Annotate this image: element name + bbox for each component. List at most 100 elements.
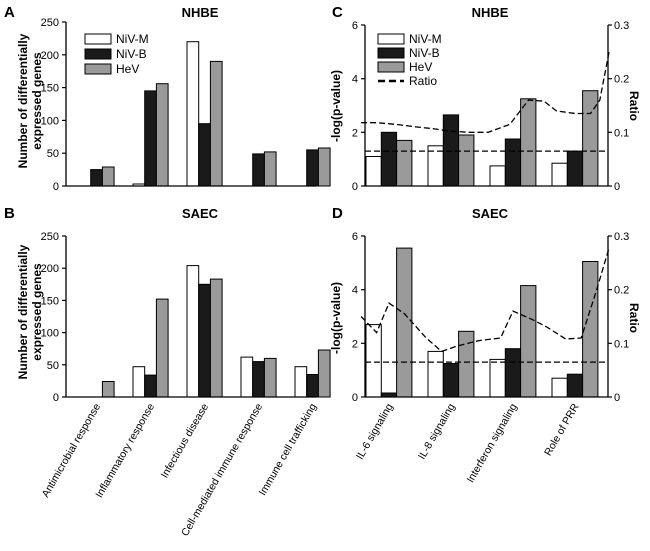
y2-tick-label-c-2: 0.2 xyxy=(614,74,629,86)
legend-swatch-a-niv-b xyxy=(84,48,112,60)
y-tick-label-c-3: 6 xyxy=(352,20,358,32)
bar-d-niv-m-1 xyxy=(427,350,444,398)
bar-b-niv-b-4 xyxy=(306,374,319,398)
y-tick-label-d-1: 2 xyxy=(352,338,358,350)
chart-panel-a: 0 50 100 150 200 250 xyxy=(41,17,331,193)
y-tick-label-a-3: 150 xyxy=(41,83,59,95)
bar-c-hev-2 xyxy=(520,98,537,187)
y-tick-label-a-2: 100 xyxy=(41,115,59,127)
bar-a-niv-b-0 xyxy=(90,169,103,187)
x-category-label-b-4: Immune cell trafficking xyxy=(257,401,320,497)
bar-a-niv-m-2 xyxy=(186,41,200,187)
bar-d-niv-m-2 xyxy=(489,358,506,398)
legend-label-a-niv-m: NiV-M xyxy=(116,32,149,46)
bar-c-niv-m-2 xyxy=(489,165,506,187)
x-category-label-b-2: Infectious disease xyxy=(159,401,211,480)
x-category-label-d-2: Interferon signaling xyxy=(465,401,520,484)
bar-c-niv-b-0 xyxy=(380,131,398,187)
y-tick-label-c-0: 0 xyxy=(352,181,358,193)
bar-c-hev-1 xyxy=(458,134,475,187)
bar-b-niv-b-3 xyxy=(252,361,265,398)
x-category-label-d-0: IL-6 signaling xyxy=(354,401,396,461)
y-tick-label-a-5: 250 xyxy=(41,17,59,29)
bar-a-niv-b-3 xyxy=(252,153,265,187)
bar-a-hev-4 xyxy=(317,147,331,187)
y2-tick-label-c-3: 0.3 xyxy=(614,20,629,32)
bar-b-niv-m-3 xyxy=(240,356,254,398)
y-axis-label-a-line1: Number of differentially xyxy=(16,33,30,168)
bar-c-niv-b-3 xyxy=(566,150,584,187)
y2-tick-label-d-0: 0 xyxy=(614,392,620,404)
bar-c-hev-3 xyxy=(582,90,599,187)
y-tick-label-a-1: 50 xyxy=(47,148,59,160)
bar-b-hev-2 xyxy=(209,278,223,398)
legend-label-c-ratio: Ratio xyxy=(409,74,437,88)
bar-b-hev-4 xyxy=(317,349,331,398)
y-tick-label-b-4: 200 xyxy=(41,263,59,275)
bar-a-hev-3 xyxy=(263,151,277,187)
y-axis-label-b-line1: Number of differentially xyxy=(16,244,30,379)
bar-c-niv-m-1 xyxy=(427,145,444,187)
panel-letter-c: C xyxy=(332,4,343,21)
legend-label-c-niv-m: NiV-M xyxy=(409,32,442,46)
legend-label-a-niv-b: NiV-B xyxy=(116,47,147,61)
y2-tick-label-c-0: 0 xyxy=(614,181,620,193)
ratio-line-c xyxy=(361,51,610,133)
bar-a-hev-1 xyxy=(155,83,169,187)
ratio-line-d xyxy=(360,247,610,353)
bar-d-niv-b-3 xyxy=(566,373,584,398)
bar-b-niv-m-1 xyxy=(132,366,146,398)
legend-label-c-hev: HeV xyxy=(409,60,432,74)
x-category-label-d-1: IL-8 signaling xyxy=(416,401,458,461)
legend-swatch-a-niv-m xyxy=(84,33,112,45)
bar-b-hev-1 xyxy=(155,298,169,398)
y-tick-label-d-3: 6 xyxy=(352,231,358,243)
y-tick-label-b-2: 100 xyxy=(41,328,59,340)
bar-d-niv-m-3 xyxy=(551,377,568,398)
y-tick-label-c-2: 4 xyxy=(352,74,358,86)
bar-c-niv-m-0 xyxy=(365,156,382,187)
legend-a: NiV-M NiV-B HeV xyxy=(84,32,149,76)
panel-letter-a: A xyxy=(4,4,15,21)
y-axis-label-c: -log(p-value) xyxy=(329,70,343,142)
bar-d-hev-0 xyxy=(396,247,413,398)
chart-panel-d: 0 2 4 6 0 0.1 0.2 0.3 IL-6 signaling IL-8 signali… xyxy=(352,231,629,485)
y2-axis-label-c: Ratio xyxy=(627,91,641,121)
bar-b-hev-0 xyxy=(101,381,115,398)
legend-swatch-c-hev xyxy=(377,61,405,73)
legend-label-a-hev: HeV xyxy=(116,62,139,76)
x-category-label-b-0: Antimicrobial response xyxy=(40,401,104,499)
y-axis-label-b-line2: expressed genes xyxy=(30,263,44,361)
y2-tick-label-d-1: 0.1 xyxy=(614,338,629,350)
bar-d-hev-1 xyxy=(458,330,475,398)
bar-d-niv-b-2 xyxy=(504,348,522,398)
panel-title-a: NHBE xyxy=(182,5,219,20)
y-tick-label-d-0: 0 xyxy=(352,392,358,404)
panel-title-c: NHBE xyxy=(472,5,509,20)
bar-d-niv-m-0 xyxy=(365,324,382,398)
y-tick-label-b-0: 0 xyxy=(53,392,59,404)
bar-b-niv-b-1 xyxy=(144,374,157,398)
y2-tick-label-d-2: 0.2 xyxy=(614,285,629,297)
bar-b-hev-3 xyxy=(263,357,277,398)
legend-swatch-c-niv-m xyxy=(377,33,405,45)
legend-swatch-c-niv-b xyxy=(377,47,405,59)
x-category-label-d-3: Role of PRR xyxy=(542,401,582,458)
y-tick-label-c-1: 2 xyxy=(352,127,358,139)
legend-swatch-a-hev xyxy=(84,63,112,75)
bar-a-hev-0 xyxy=(101,166,115,187)
bar-a-niv-b-4 xyxy=(306,149,319,187)
y-axis-label-d: -log(p-value) xyxy=(329,282,343,354)
legend-label-c-niv-b: NiV-B xyxy=(409,46,440,60)
y2-tick-label-d-3: 0.3 xyxy=(614,231,629,243)
y-tick-label-d-2: 4 xyxy=(352,285,358,297)
bar-c-niv-m-3 xyxy=(551,162,568,187)
y-tick-label-b-1: 50 xyxy=(47,360,59,372)
y2-axis-label-d: Ratio xyxy=(627,303,641,333)
y-axis-label-a-line2: expressed genes xyxy=(30,52,44,150)
bar-d-niv-b-1 xyxy=(442,363,460,398)
bar-a-hev-2 xyxy=(209,60,223,187)
bar-d-hev-2 xyxy=(520,285,537,398)
